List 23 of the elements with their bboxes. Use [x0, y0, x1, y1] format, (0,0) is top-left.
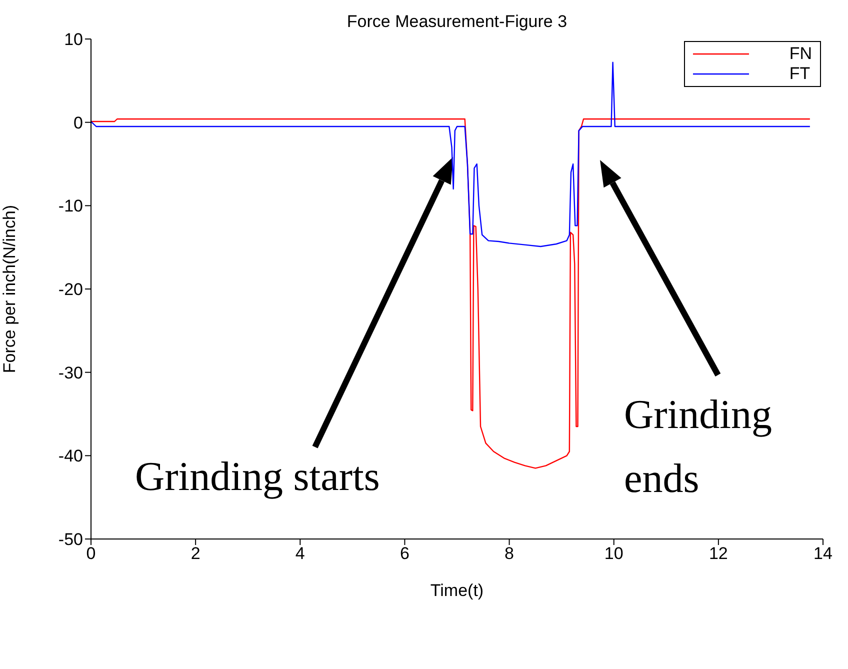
x-tick-label: 6 — [400, 544, 410, 564]
y-tick-label: -50 — [58, 530, 83, 550]
x-tick-label: 4 — [295, 544, 305, 564]
line-series — [91, 62, 811, 248]
annotation: Grinding starts — [135, 453, 380, 499]
y-tick-label: -30 — [58, 363, 83, 382]
legend-label: FN — [789, 44, 812, 64]
legend-label: FT — [789, 64, 810, 84]
y-tick-label: -10 — [58, 196, 83, 216]
x-tick-label: 2 — [190, 544, 200, 564]
annotation: Grinding ends — [624, 391, 772, 501]
y-tick-label: -20 — [58, 280, 83, 300]
y-tick-label: 0 — [74, 113, 83, 132]
y-axis-title: Force per inch(N/inch) — [0, 204, 20, 374]
y-tick-label: 10 — [64, 30, 83, 50]
y-tick-label: -40 — [58, 446, 83, 466]
x-tick-label: 0 — [86, 544, 96, 564]
x-axis-title: Time(t) — [430, 581, 484, 600]
x-tick-label: 14 — [814, 544, 832, 564]
x-tick-label: 10 — [604, 544, 624, 564]
x-tick-label: 12 — [708, 544, 728, 564]
chart-title: Force Measurement-Figure 3 — [346, 12, 568, 31]
x-tick-label: 8 — [504, 544, 514, 564]
